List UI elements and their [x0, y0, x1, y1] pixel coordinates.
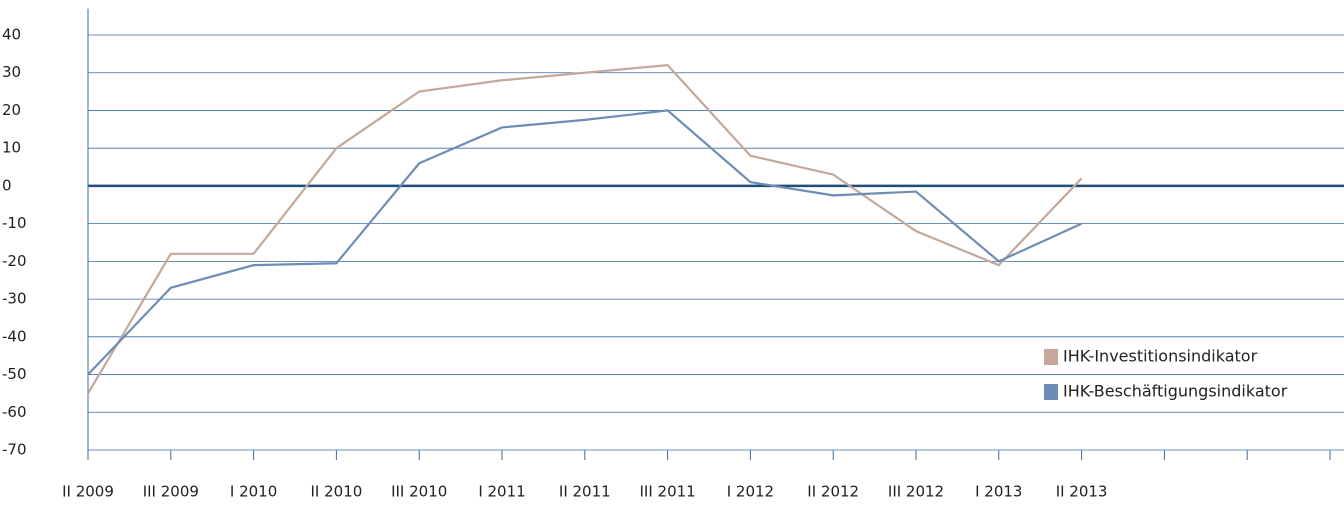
x-tick-label: III 2010 [391, 483, 447, 501]
x-tick-label: I 2011 [478, 483, 525, 501]
legend-label: IHK-Investitionsindikator [1063, 347, 1258, 366]
y-tick-label: -20 [2, 252, 27, 270]
x-tick-label: III 2011 [639, 483, 695, 501]
x-tick-label: II 2012 [807, 483, 859, 501]
x-tick-label: II 2010 [311, 483, 363, 501]
series-line [87, 64, 1083, 394]
x-tick-label: I 2013 [975, 483, 1022, 501]
y-tick-label: -60 [2, 403, 27, 421]
x-tick-label: I 2012 [727, 483, 774, 501]
x-tick-label: II 2009 [62, 483, 114, 501]
x-tick-label: I 2010 [230, 483, 277, 501]
legend-swatch [1044, 384, 1058, 400]
series-line [87, 109, 1083, 376]
x-tick-label: II 2011 [559, 483, 611, 501]
y-tick-label: 40 [2, 26, 21, 44]
y-tick-label: 10 [2, 139, 21, 157]
legend-swatch [1044, 349, 1058, 365]
y-tick-label: -40 [2, 327, 27, 345]
x-tick-label: III 2009 [143, 483, 199, 501]
y-tick-label: 30 [2, 63, 21, 81]
y-tick-label: -50 [2, 365, 27, 383]
legend-label: IHK-Beschäftigungsindikator [1063, 382, 1288, 401]
y-tick-label: 0 [2, 176, 12, 194]
x-tick-label: III 2012 [888, 483, 944, 501]
y-tick-label: 20 [2, 101, 21, 119]
y-tick-label: -30 [2, 290, 27, 308]
y-tick-label: -70 [2, 441, 27, 459]
y-tick-label: -10 [2, 214, 27, 232]
x-tick-label: II 2013 [1056, 483, 1108, 501]
